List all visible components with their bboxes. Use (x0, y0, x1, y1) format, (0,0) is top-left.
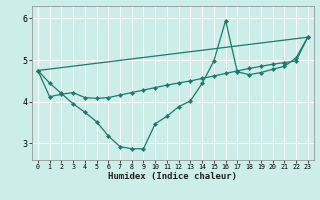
X-axis label: Humidex (Indice chaleur): Humidex (Indice chaleur) (108, 172, 237, 181)
